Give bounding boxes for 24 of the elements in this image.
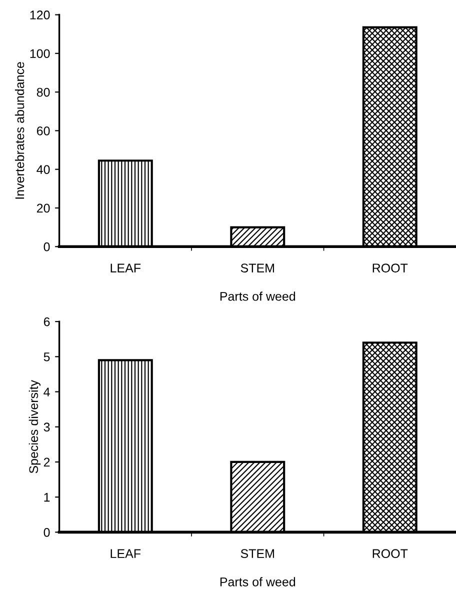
y-tick-label: 0 [44, 242, 50, 252]
y-tick-label: 40 [36, 165, 50, 174]
x-tick-label: STEM [240, 264, 274, 272]
x-axis-title: Parts of weed [220, 577, 296, 586]
y-tick-label: 5 [44, 352, 50, 362]
x-axis-title: Parts of weed [220, 292, 296, 301]
y-tick-label: 0 [44, 528, 50, 537]
y-tick-label: 120 [30, 10, 50, 20]
y-tick-label: 6 [44, 317, 50, 326]
y-tick-label: 100 [30, 49, 50, 58]
y-tick-label: 2 [44, 458, 50, 466]
x-tick-label: ROOT [372, 549, 408, 558]
y-axis-title: Species diversity [28, 380, 41, 474]
x-tick-label: STEM [240, 549, 274, 558]
y-tick-label: 60 [36, 126, 50, 136]
y-tick-label: 1 [44, 493, 50, 502]
x-tick-label: ROOT [372, 264, 408, 272]
x-tick-label: LEAF [110, 549, 141, 558]
y-axis-title: Invertebrates abundance [14, 62, 24, 199]
y-tick-label: 20 [36, 204, 50, 213]
x-tick-label: LEAF [110, 264, 141, 272]
y-tick-label: 80 [36, 88, 50, 97]
y-tick-label: 4 [44, 388, 50, 396]
y-tick-label: 3 [44, 422, 50, 432]
